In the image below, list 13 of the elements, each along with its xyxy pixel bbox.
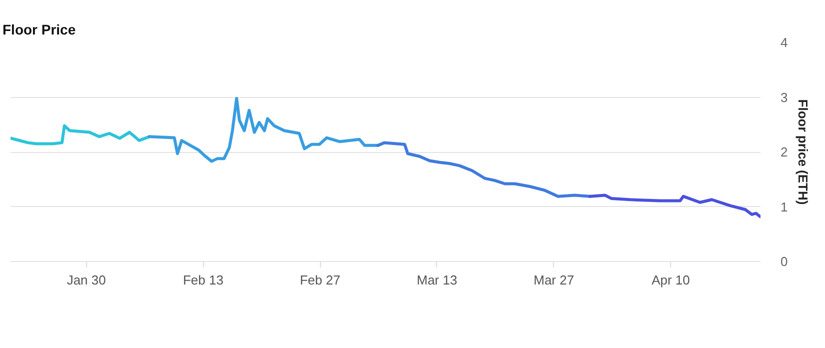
y-tick-label: 0 (780, 254, 788, 269)
y-tick-label: 4 (780, 35, 788, 50)
y-tick-label: 1 (780, 199, 788, 214)
x-tick-label: Jan 30 (66, 272, 106, 288)
x-tick-label: Mar 27 (534, 272, 574, 288)
x-tick-label: Mar 13 (416, 272, 458, 288)
x-tick-label: Apr 10 (652, 272, 690, 288)
x-tick-label: Feb 13 (182, 272, 224, 288)
y-tick-label: 2 (780, 144, 788, 160)
chart-title: Floor Price (2, 22, 76, 38)
x-tick-label: Feb 27 (300, 272, 340, 288)
y-tick-label: 3 (780, 90, 788, 105)
y-axis-title: Floor price (ETH) (796, 99, 811, 205)
